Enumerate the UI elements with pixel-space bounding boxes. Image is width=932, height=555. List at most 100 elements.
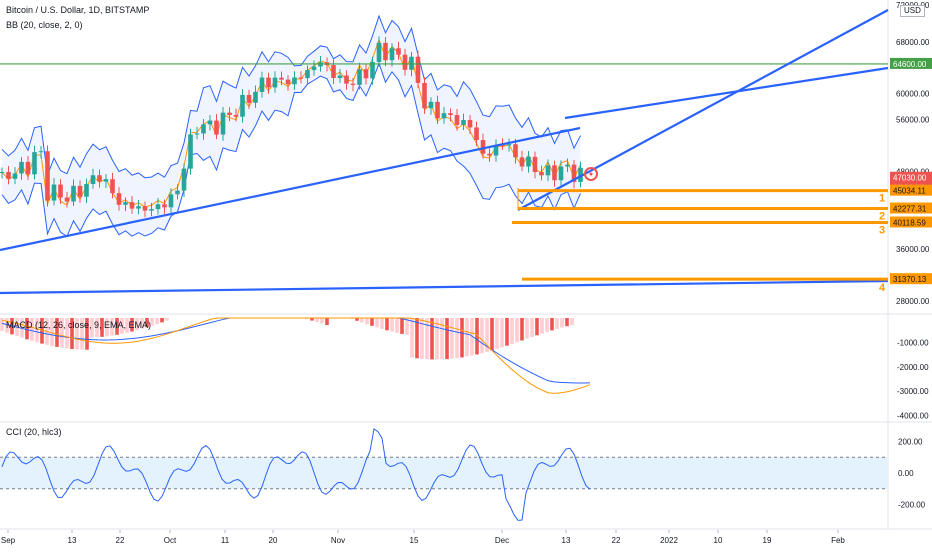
macd-histogram-bar <box>495 318 499 349</box>
candle-body <box>376 42 382 62</box>
candle-body <box>532 156 538 173</box>
time-tick-label: Dec <box>495 536 509 545</box>
candle-body <box>77 185 83 197</box>
candle-body <box>220 112 226 135</box>
macd-histogram-bar <box>525 318 529 339</box>
macd-histogram-bar <box>55 318 59 347</box>
macd-histogram-bar <box>510 318 514 344</box>
level-number-3: 3 <box>879 225 885 237</box>
macd-histogram-bar <box>430 318 434 360</box>
candle-body <box>45 151 50 201</box>
candle-body <box>493 144 499 156</box>
candle-body <box>422 82 427 109</box>
cci-tick-label: 0.00 <box>898 469 914 478</box>
candle-body <box>415 56 421 83</box>
candle-body <box>214 120 219 135</box>
candle-body <box>207 120 213 125</box>
time-tick-label: 20 <box>269 536 278 545</box>
trendline-lower-rising <box>0 126 581 252</box>
macd-histogram-bar <box>360 318 364 323</box>
candle-body <box>90 175 96 184</box>
macd-histogram-bar <box>140 318 144 329</box>
candle-body <box>370 61 375 79</box>
candle-body <box>487 153 492 156</box>
macd-histogram-bar <box>25 318 29 340</box>
cci-line <box>1 428 591 521</box>
candle-body <box>259 77 265 92</box>
time-tick-label: 13 <box>68 536 77 545</box>
macd-histogram-bar <box>115 318 119 335</box>
time-tick-label: 15 <box>410 536 419 545</box>
candle-body <box>253 91 258 103</box>
candle-body <box>0 171 5 173</box>
macd-histogram-bar <box>320 318 324 324</box>
candle-body <box>149 209 154 211</box>
macd-histogram-bar <box>555 318 559 329</box>
macd-histogram-bar <box>535 318 539 336</box>
time-tick-label: 22 <box>116 536 125 545</box>
macd-histogram-bar <box>365 318 369 325</box>
macd-histogram-bar <box>455 318 459 359</box>
macd-histogram-bar <box>440 318 444 360</box>
macd-signal-line <box>1 317 591 394</box>
trendline-steep <box>517 9 889 211</box>
macd-histogram-bar <box>95 318 99 338</box>
macd-histogram-bar <box>355 318 359 321</box>
macd-histogram-bar <box>445 318 449 360</box>
bb-legend: BB (20, close, 2, 0) <box>6 20 83 30</box>
candle-body <box>331 65 336 79</box>
macd-histogram-bar <box>405 318 409 335</box>
candle-body <box>194 133 200 135</box>
level-number-1: 1 <box>879 193 885 205</box>
macd-histogram-bar <box>520 318 524 341</box>
macd-histogram-bar <box>435 318 439 360</box>
price-badge-resistance: 64600.00 <box>893 60 927 69</box>
currency-badge[interactable]: USD <box>900 5 925 17</box>
candle-body <box>129 202 135 209</box>
macd-histogram-bar <box>375 318 379 328</box>
candle-body <box>12 173 18 179</box>
bollinger-fill <box>2 16 581 237</box>
candle-body <box>25 161 31 175</box>
macd-histogram-bar <box>155 318 159 325</box>
macd-histogram-bar <box>420 318 424 359</box>
macd-histogram-bar <box>570 318 574 326</box>
macd-histogram-bar <box>565 318 569 327</box>
macd-histogram-bar <box>75 318 79 350</box>
price-tick-label: 68000.00 <box>896 38 930 47</box>
macd-histogram-bar <box>530 318 534 338</box>
candle-body <box>350 83 356 85</box>
candle-body <box>110 179 115 194</box>
candle-body <box>558 166 564 181</box>
macd-histogram-bar <box>540 318 544 334</box>
macd-legend: MACD (12, 26, close, 9, EMA, EMA) <box>6 320 152 330</box>
price-badge-last: 47030.00 <box>893 174 927 183</box>
macd-histogram-bar <box>0 318 4 331</box>
price-badge-bg <box>890 184 932 196</box>
candle-body <box>552 165 557 181</box>
macd-histogram-bar <box>380 318 384 329</box>
macd-histogram-bar <box>105 318 109 337</box>
candle-body <box>474 127 479 141</box>
candle-body <box>201 124 206 134</box>
candle-body <box>454 114 460 125</box>
candle-body <box>480 140 486 154</box>
price-badge-level: 42277.31 <box>893 205 927 214</box>
trendline-base <box>0 279 889 295</box>
candle-body <box>357 69 362 85</box>
candle-body <box>571 164 577 182</box>
candle-body <box>181 168 187 191</box>
candle-body <box>285 79 291 85</box>
cci-tick-label: -200.00 <box>898 501 926 510</box>
candle-body <box>142 206 148 211</box>
candle-body <box>136 206 141 209</box>
candle-body <box>298 77 304 79</box>
macd-histogram-bar <box>145 318 149 328</box>
time-tick-label: 13 <box>562 536 571 545</box>
candle-body <box>266 77 271 88</box>
macd-tick-label: -2000.00 <box>897 363 929 372</box>
macd-histogram-bar <box>315 318 319 322</box>
macd-histogram-bar <box>390 318 394 332</box>
